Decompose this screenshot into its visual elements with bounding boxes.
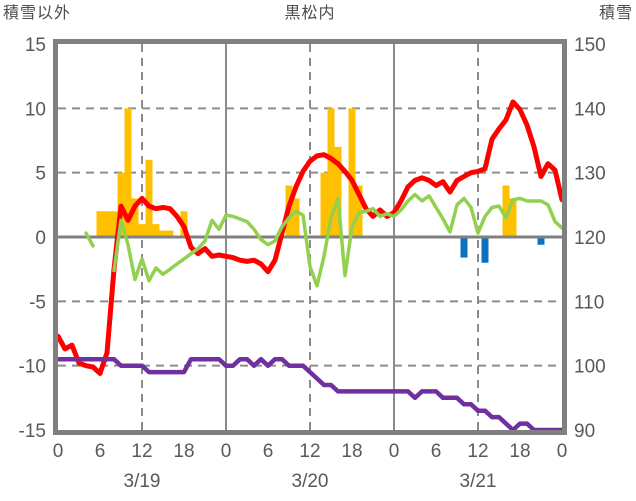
- snowfall-orange-bars: [138, 224, 146, 237]
- x-hour-tick-label: 12: [131, 441, 152, 462]
- x-hour-tick-label: 12: [467, 441, 488, 462]
- plot-border: [53, 39, 567, 435]
- snow-depth-purple-line: [57, 356, 563, 433]
- y-right-tick-label: 130: [574, 164, 606, 185]
- snowfall-orange-bars: [320, 172, 328, 237]
- snowfall-orange-bars: [131, 198, 139, 237]
- green-line: [84, 192, 563, 288]
- x-hour-tick-label: 0: [557, 441, 568, 462]
- snowfall-orange-bars: [145, 159, 153, 237]
- snowfall-orange-bars: [152, 224, 160, 237]
- snowfall-orange-bars: [103, 211, 111, 237]
- x-hour-tick-label: 12: [299, 441, 320, 462]
- y-left-tick-label: -15: [19, 421, 46, 442]
- snowfall-orange-bars: [327, 108, 335, 237]
- x-hour-tick-label: 6: [95, 441, 106, 462]
- y-left-tick-label: 0: [35, 228, 46, 249]
- right-axis-title: 積雪: [598, 5, 633, 22]
- snowfall-orange-bars: [334, 146, 342, 237]
- y-right-tick-label: 120: [574, 228, 606, 249]
- y-right-tick-label: 100: [574, 357, 606, 378]
- y-right-tick-label: 150: [574, 35, 606, 56]
- y-right-tick-label: 90: [574, 421, 595, 442]
- x-hour-tick-label: 0: [53, 441, 64, 462]
- left-axis-title: 積雪以外: [3, 5, 72, 22]
- x-hour-tick-label: 6: [431, 441, 442, 462]
- y-left-tick-label: -5: [29, 292, 46, 313]
- snowfall-orange-bars: [292, 198, 300, 237]
- snowfall-orange-bars: [124, 108, 132, 237]
- negative-blue-bars: [537, 237, 545, 245]
- x-hour-tick-label: 0: [389, 441, 400, 462]
- y-left-tick-label: -10: [19, 357, 46, 378]
- snowfall-orange-bars: [166, 230, 174, 237]
- x-hour-tick-label: 6: [263, 441, 274, 462]
- negative-blue-bars: [460, 237, 468, 258]
- red-line: [57, 99, 563, 376]
- x-hour-tick-label: 18: [173, 441, 194, 462]
- snowfall-orange-bars: [110, 211, 118, 237]
- y-left-tick-label: 10: [25, 99, 46, 120]
- x-date-label: 3/21: [460, 471, 497, 492]
- snowfall-orange-bars: [96, 211, 104, 237]
- y-right-tick-label: 140: [574, 99, 606, 120]
- snowfall-orange-bars: [348, 108, 356, 237]
- y-left-tick-label: 15: [25, 35, 46, 56]
- x-date-label: 3/20: [292, 471, 329, 492]
- negative-blue-bars: [481, 237, 489, 263]
- snowfall-orange-bars: [509, 198, 517, 237]
- x-hour-tick-label: 18: [341, 441, 362, 462]
- x-date-label: 3/19: [124, 471, 161, 492]
- snowfall-orange-bars: [502, 185, 510, 237]
- x-hour-tick-label: 18: [509, 441, 530, 462]
- y-right-tick-label: 110: [574, 292, 604, 313]
- chart-title: 黒松内: [284, 5, 336, 22]
- snowfall-orange-bars: [159, 230, 167, 237]
- y-left-tick-label: 5: [35, 164, 46, 185]
- x-hour-tick-label: 0: [221, 441, 232, 462]
